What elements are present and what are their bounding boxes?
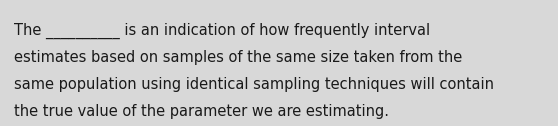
Text: estimates based on samples of the same size taken from the: estimates based on samples of the same s… — [14, 50, 462, 65]
Text: the true value of the parameter we are estimating.: the true value of the parameter we are e… — [14, 104, 389, 119]
Text: The __________ is an indication of how frequently interval: The __________ is an indication of how f… — [14, 23, 430, 39]
Text: same population using identical sampling techniques will contain: same population using identical sampling… — [14, 77, 494, 92]
